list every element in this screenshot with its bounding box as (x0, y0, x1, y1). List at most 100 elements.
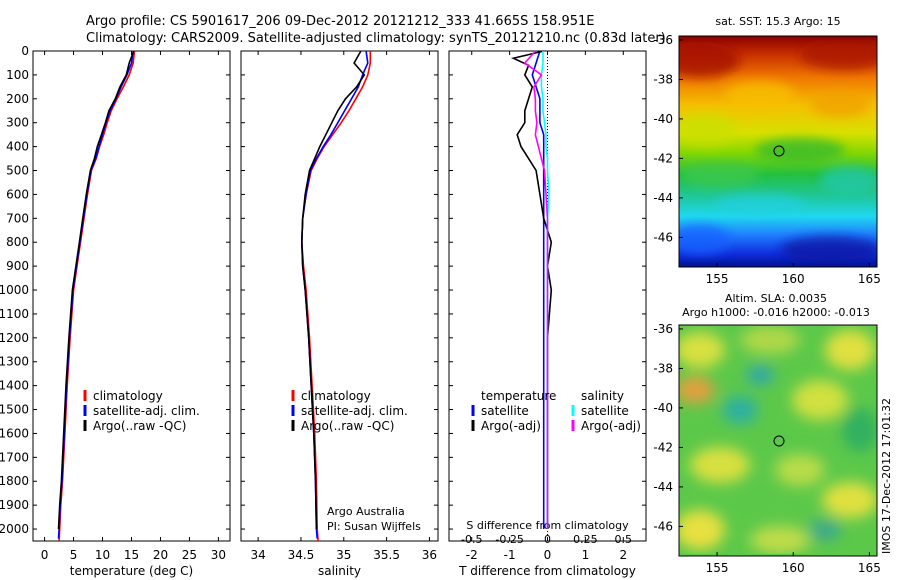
y-tick-label: 1400 (0, 379, 29, 393)
map-y-tick-label: -38 (653, 72, 673, 86)
map-x-tick-label: 165 (858, 272, 881, 286)
x-tick-label: 36 (422, 548, 437, 562)
x2-tick-label: 0.25 (573, 533, 598, 546)
salinity-annotation-1: Argo Australia (327, 505, 405, 518)
map-y-tick-label: -42 (653, 440, 673, 454)
legend-label: satellite (581, 404, 629, 418)
sla-argo-marker (773, 435, 785, 447)
map-y-tick-label: -38 (653, 361, 673, 375)
y-tick-label: 900 (6, 259, 29, 273)
series-line-argo-raw-qc- (57, 50, 135, 530)
sst-heatmap (679, 36, 877, 267)
x2-tick-label: 0 (544, 533, 551, 546)
legend-label: satellite (481, 404, 529, 418)
map-x-tick-label: 155 (706, 272, 729, 286)
map-y-tick-label: -40 (653, 112, 673, 126)
y-tick-label: 800 (6, 235, 29, 249)
y-tick-label: 1300 (0, 355, 29, 369)
series-line-t-satellite (531, 50, 545, 529)
x2-tick-label: 0.5 (615, 533, 633, 546)
y-tick-label: 1200 (0, 331, 29, 345)
legend-group-salinity: salinity (581, 389, 624, 403)
map-y-tick-label: -36 (653, 33, 673, 47)
map-x-tick-label: 160 (782, 561, 805, 575)
y-tick-label: 1500 (0, 403, 29, 417)
x-tick-label: 0 (544, 548, 552, 562)
sla-map-title: Altim. SLA: 0.0035 (725, 292, 827, 305)
y-tick-label: 700 (6, 211, 29, 225)
series-line-satellite-adj-clim- (300, 50, 369, 539)
y-tick-label: 1000 (0, 283, 29, 297)
y-tick-label: 2000 (0, 522, 29, 536)
y-tick-label: 300 (6, 116, 29, 130)
salinity-annotation-2: PI: Susan Wijffels (327, 520, 421, 533)
sla-heatmap (679, 325, 877, 556)
legend-label: climatology (93, 389, 163, 403)
legend-label: Argo(-adj) (481, 419, 541, 433)
map-y-tick-label: -42 (653, 151, 673, 165)
y-tick-label: 1100 (0, 307, 29, 321)
x-tick-label: 20 (153, 548, 168, 562)
x-tick-label: 10 (95, 548, 110, 562)
temperature-panel: 0100200300400500600700800900100011001200… (0, 44, 231, 578)
y-tick-label: 0 (21, 44, 29, 58)
legend-label: Argo(..raw -QC) (93, 419, 186, 433)
x-tick-label: 1 (582, 548, 590, 562)
map-y-tick-label: -36 (653, 322, 673, 336)
sla-map-panel: Altim. SLA: 0.0035 Argo h1000: -0.016 h2… (653, 292, 880, 575)
salinity-panel: 34 34.5 35 35.5 36 salinity climatologysatelli… (240, 50, 439, 578)
legend-label: Argo(..raw -QC) (301, 419, 394, 433)
x-tick-label: 2 (619, 548, 627, 562)
series-line-satellite-adj-clim- (57, 50, 134, 539)
x-tick-label: 34 (250, 548, 265, 562)
x-tick-label: -1 (504, 548, 516, 562)
y-tick-label: 1700 (0, 450, 29, 464)
x2-tick-label: -0.25 (495, 533, 523, 546)
timestamp-watermark: IMOS 17-Dec-2012 17:01:32 (880, 398, 893, 554)
series-line-climatology (58, 50, 136, 542)
x2-tick-label: -0.5 (461, 533, 482, 546)
map-y-tick-label: -46 (653, 230, 673, 244)
map-x-tick-label: 160 (782, 272, 805, 286)
sla-map-subtitle: Argo h1000: -0.016 h2000: -0.013 (682, 306, 870, 319)
sst-map-panel: sat. SST: 15.3 Argo: 15 155 160 165 -36 -38 -… (653, 15, 881, 286)
x-axis-label: T difference from climatology (458, 564, 636, 578)
map-y-tick-label: -44 (653, 480, 673, 494)
series-line-s-argo-adj- (523, 50, 549, 529)
x-tick-label: 35 (336, 548, 351, 562)
y-tick-label: 400 (6, 140, 29, 154)
map-y-tick-label: -46 (653, 519, 673, 533)
series-line-argo-raw-qc- (300, 50, 366, 530)
x-tick-label: 35.5 (373, 548, 400, 562)
x-axis-label: temperature (deg C) (70, 564, 193, 578)
x-tick-label: -2 (466, 548, 478, 562)
y-tick-label: 200 (6, 92, 29, 106)
header-line-2: Climatology: CARS2009. Satellite-adjuste… (86, 31, 666, 46)
y-tick-label: 600 (6, 187, 29, 201)
y-tick-label: 1900 (0, 498, 29, 512)
y-tick-label: 100 (6, 68, 29, 82)
x-tick-label: 5 (70, 548, 78, 562)
series-line-t-argo-adj- (510, 50, 553, 529)
x-axis-label: salinity (318, 564, 361, 578)
legend-label: climatology (301, 389, 371, 403)
y-tick-label: 500 (6, 164, 29, 178)
legend-label: Argo(-adj) (581, 419, 641, 433)
map-x-tick-label: 165 (858, 561, 881, 575)
legend-group-temperature: temperature (481, 389, 556, 403)
map-y-tick-label: -44 (653, 191, 673, 205)
x-tick-label: 0 (41, 548, 49, 562)
legend-label: satellite-adj. clim. (301, 404, 408, 418)
header-line-1: Argo profile: CS 5901617_206 09-Dec-2012… (86, 14, 594, 29)
x-tick-label: 30 (211, 548, 226, 562)
x-tick-label: 25 (182, 548, 197, 562)
y-tick-label: 1600 (0, 426, 29, 440)
map-x-tick-label: 155 (706, 561, 729, 575)
legend-label: satellite-adj. clim. (93, 404, 200, 418)
sst-argo-marker (773, 145, 785, 157)
sst-map-title: sat. SST: 15.3 Argo: 15 (715, 15, 840, 28)
x-tick-label: 15 (124, 548, 139, 562)
y-tick-label: 1800 (0, 474, 29, 488)
